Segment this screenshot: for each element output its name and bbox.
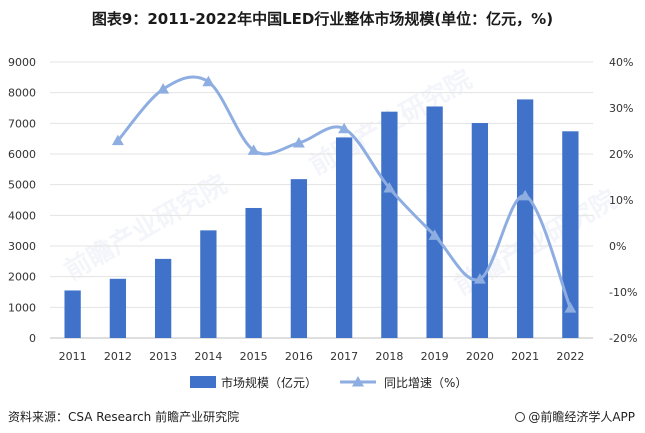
growth-marker	[292, 136, 305, 148]
growth-marker	[383, 182, 396, 193]
growth-marker	[428, 229, 441, 240]
growth-line	[116, 75, 572, 309]
y-right-tick-label: 40%	[609, 56, 633, 69]
growth-marker	[247, 144, 260, 155]
bar-2022	[562, 131, 579, 338]
x-tick-label: 2016	[285, 350, 313, 363]
bar-2019	[426, 106, 443, 338]
bar-2017	[335, 137, 353, 338]
bar-2016	[290, 179, 308, 338]
y-left-tick-label: 6000	[8, 148, 36, 161]
growth-marker	[473, 273, 486, 284]
growth-marker	[564, 302, 577, 313]
x-tick-label: 2018	[375, 350, 403, 363]
bar-2015	[245, 207, 262, 338]
bar-2011	[64, 290, 81, 338]
bar-2014	[200, 230, 217, 338]
x-tick-label: 2022	[556, 350, 584, 363]
growth-marker	[157, 83, 170, 94]
y-left-tick-label: 2000	[8, 271, 36, 284]
bar-2013	[154, 258, 172, 338]
x-tick-label: 2019	[421, 350, 449, 363]
legend-bar-label: 市场规模（亿元）	[221, 375, 317, 390]
y-right-tick-label: -10%	[609, 286, 637, 299]
y-left-tick-label: 3000	[8, 240, 36, 253]
y-left-tick-label: 4000	[8, 209, 36, 222]
x-tick-label: 2014	[194, 350, 222, 363]
x-tick-label: 2011	[59, 350, 87, 363]
y-left-tick-label: 7000	[8, 117, 36, 130]
legend-bar-swatch	[190, 376, 216, 388]
x-tick-label: 2013	[149, 350, 177, 363]
y-left-tick-label: 1000	[8, 301, 36, 314]
growth-marker	[338, 122, 351, 134]
app-credit-text: @前瞻经济学人APP	[528, 410, 635, 424]
legend-line-marker	[352, 376, 364, 387]
y-right-tick-label: -20%	[609, 332, 637, 345]
bar-2012	[109, 278, 127, 338]
source-note: 资料来源：CSA Research 前瞻产业研究院	[8, 410, 240, 424]
y-right-tick-label: 0%	[609, 240, 626, 253]
app-credit: @前瞻经济学人APP	[515, 408, 635, 425]
y-left-tick-label: 9000	[8, 56, 36, 69]
x-tick-label: 2017	[330, 350, 358, 363]
bar-2021	[516, 99, 534, 338]
y-right-tick-label: 20%	[609, 148, 633, 161]
x-tick-label: 2015	[240, 350, 268, 363]
y-left-tick-label: 0	[29, 332, 36, 345]
bar-2018	[381, 111, 398, 339]
x-tick-label: 2020	[466, 350, 494, 363]
x-tick-label: 2012	[104, 350, 132, 363]
growth-marker	[111, 134, 124, 146]
growth-marker	[202, 75, 215, 87]
chart-title: 图表9：2011-2022年中国LED行业整体市场规模(单位：亿元，%)	[91, 10, 554, 28]
app-logo-icon	[515, 412, 526, 422]
y-right-tick-label: 10%	[609, 194, 633, 207]
bar-2020	[471, 123, 489, 338]
legend-line-label: 同比增速（%）	[384, 376, 467, 390]
y-left-tick-label: 8000	[8, 87, 36, 100]
growth-marker	[519, 189, 532, 201]
y-right-tick-label: 30%	[609, 102, 633, 115]
y-left-tick-label: 5000	[8, 179, 36, 192]
x-tick-label: 2021	[511, 350, 539, 363]
